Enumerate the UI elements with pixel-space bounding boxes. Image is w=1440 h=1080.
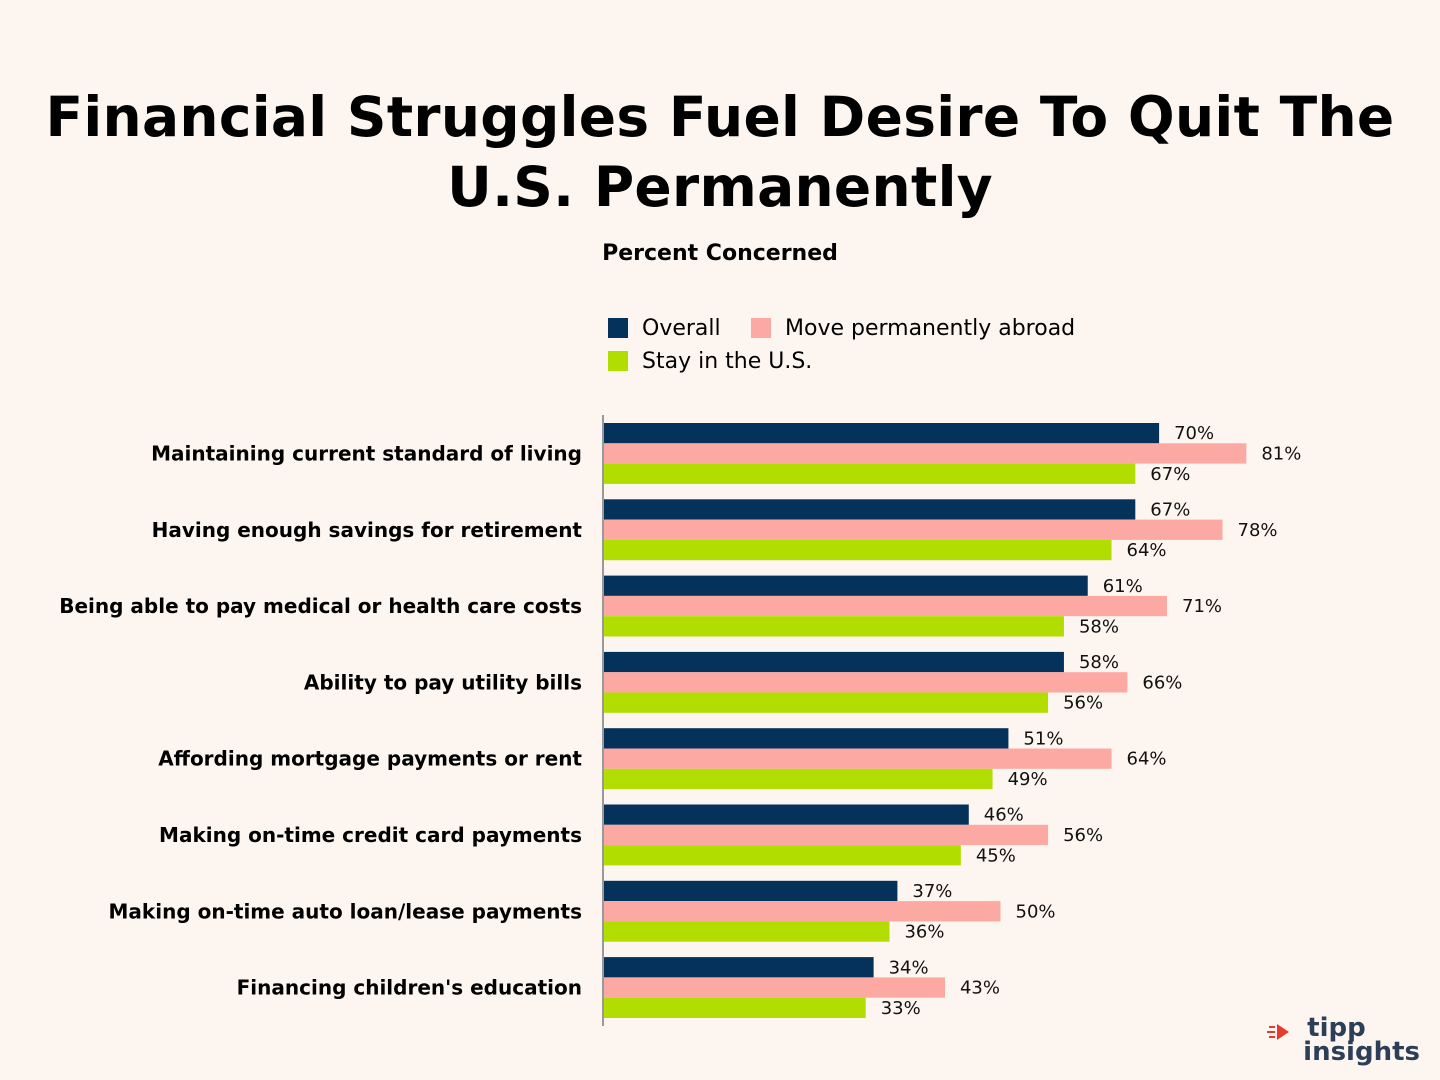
data-label-overall-making-on-time-credit-card-payments: 46% (984, 805, 1024, 826)
bar-stay-in-the-u-s-maintaining-current-standard-of-living (604, 463, 1136, 484)
data-label-stay-in-the-u-s-having-enough-savings-for-retirement: 64% (1127, 540, 1167, 561)
category-label-making-on-time-credit-card-payments: Making on-time credit card payments (159, 823, 582, 847)
bar-stay-in-the-u-s-making-on-time-auto-loan-lease-payments (604, 921, 890, 942)
data-label-move-permanently-abroad-affording-mortgage-payments-or-rent: 64% (1127, 749, 1167, 770)
bar-move-permanently-abroad-affording-mortgage-payments-or-rent (604, 748, 1112, 769)
category-label-financing-children-s-education: Financing children's education (237, 976, 582, 1000)
legend-swatch-stay (608, 351, 628, 371)
data-label-overall-being-able-to-pay-medical-or-health-care-costs: 61% (1103, 576, 1143, 597)
bar-stay-in-the-u-s-ability-to-pay-utility-bills (604, 692, 1049, 713)
data-label-overall-having-enough-savings-for-retirement: 67% (1150, 499, 1190, 520)
bar-overall-making-on-time-auto-loan-lease-payments (604, 880, 898, 902)
data-label-stay-in-the-u-s-maintaining-current-standard-of-living: 67% (1150, 464, 1190, 485)
data-label-overall-ability-to-pay-utility-bills: 58% (1079, 652, 1119, 673)
bar-overall-ability-to-pay-utility-bills (604, 651, 1064, 673)
category-label-maintaining-current-standard-of-living: Maintaining current standard of living (151, 441, 582, 465)
bar-stay-in-the-u-s-financing-children-s-education (604, 997, 866, 1018)
bar-overall-maintaining-current-standard-of-living (604, 423, 1160, 444)
data-label-stay-in-the-u-s-financing-children-s-education: 33% (881, 998, 921, 1019)
bar-overall-making-on-time-credit-card-payments (604, 804, 969, 825)
legend-label-stay: Stay in the U.S. (642, 349, 813, 374)
chart-title: Financial Struggles Fuel Desire To Quit … (0, 82, 1440, 222)
data-label-move-permanently-abroad-financing-children-s-education: 43% (960, 978, 1000, 999)
bar-overall-affording-mortgage-payments-or-rent (604, 728, 1009, 749)
data-label-stay-in-the-u-s-ability-to-pay-utility-bills: 56% (1063, 693, 1103, 714)
legend-item-stay: Stay in the U.S. (608, 349, 812, 374)
legend-label-move-abroad: Move permanently abroad (785, 316, 1076, 341)
category-label-being-able-to-pay-medical-or-health-care-costs: Being able to pay medical or health care… (59, 594, 582, 618)
category-label-having-enough-savings-for-retirement: Having enough savings for retirement (152, 518, 583, 542)
chart-title-line-1: Financial Struggles Fuel Desire To Quit … (45, 85, 1395, 149)
data-label-move-permanently-abroad-having-enough-savings-for-retirement: 78% (1238, 520, 1278, 541)
legend-item-move-abroad: Move permanently abroad (751, 316, 1075, 341)
bar-move-permanently-abroad-financing-children-s-education (604, 977, 945, 998)
data-label-stay-in-the-u-s-affording-mortgage-payments-or-rent: 49% (1008, 769, 1048, 790)
data-label-overall-maintaining-current-standard-of-living: 70% (1174, 423, 1214, 444)
bar-overall-financing-children-s-education (604, 957, 874, 978)
data-label-move-permanently-abroad-making-on-time-auto-loan-lease-payments: 50% (1016, 901, 1056, 922)
data-label-overall-financing-children-s-education: 34% (889, 957, 929, 978)
chart-subtitle: Percent Concerned (602, 241, 838, 266)
legend-item-overall: Overall (608, 316, 721, 341)
category-label-ability-to-pay-utility-bills: Ability to pay utility bills (304, 670, 582, 694)
bar-stay-in-the-u-s-affording-mortgage-payments-or-rent (604, 768, 993, 790)
bar-move-permanently-abroad-being-able-to-pay-medical-or-health-care-costs (604, 595, 1168, 617)
bar-overall-having-enough-savings-for-retirement (604, 499, 1136, 520)
data-label-move-permanently-abroad-maintaining-current-standard-of-living: 81% (1261, 443, 1301, 464)
bar-move-permanently-abroad-having-enough-savings-for-retirement (604, 519, 1223, 540)
data-label-move-permanently-abroad-being-able-to-pay-medical-or-health-care-costs: 71% (1182, 596, 1222, 617)
data-label-stay-in-the-u-s-making-on-time-credit-card-payments: 45% (976, 845, 1016, 866)
tipp-insights-logo: tipp insights (1267, 1013, 1420, 1065)
data-label-overall-affording-mortgage-payments-or-rent: 51% (1023, 728, 1063, 749)
logo-text-tipp: tipp (1307, 1013, 1366, 1043)
data-label-move-permanently-abroad-ability-to-pay-utility-bills: 66% (1142, 672, 1182, 693)
bar-move-permanently-abroad-ability-to-pay-utility-bills (604, 672, 1128, 693)
bar-stay-in-the-u-s-having-enough-savings-for-retirement (604, 539, 1112, 561)
data-label-stay-in-the-u-s-being-able-to-pay-medical-or-health-care-costs: 58% (1079, 616, 1119, 637)
logo-arrow-icon (1267, 1024, 1290, 1040)
category-label-affording-mortgage-payments-or-rent: Affording mortgage payments or rent (158, 747, 582, 771)
bar-stay-in-the-u-s-being-able-to-pay-medical-or-health-care-costs (604, 616, 1064, 637)
category-label-making-on-time-auto-loan-lease-payments: Making on-time auto loan/lease payments (109, 899, 582, 923)
data-label-stay-in-the-u-s-making-on-time-auto-loan-lease-payments: 36% (904, 922, 944, 943)
bar-move-permanently-abroad-making-on-time-credit-card-payments (604, 824, 1049, 846)
data-label-overall-making-on-time-auto-loan-lease-payments: 37% (912, 881, 952, 902)
legend-swatch-overall (608, 318, 628, 338)
bar-move-permanently-abroad-maintaining-current-standard-of-living (604, 443, 1247, 464)
data-label-move-permanently-abroad-making-on-time-credit-card-payments: 56% (1063, 825, 1103, 846)
legend-label-overall: Overall (642, 316, 721, 341)
logo-text-insights: insights (1303, 1037, 1420, 1067)
bar-move-permanently-abroad-making-on-time-auto-loan-lease-payments (604, 901, 1001, 922)
bar-overall-being-able-to-pay-medical-or-health-care-costs (604, 575, 1088, 596)
legend-swatch-move-abroad (751, 318, 771, 338)
chart-title-line-2: U.S. Permanently (447, 155, 993, 219)
bar-stay-in-the-u-s-making-on-time-credit-card-payments (604, 845, 961, 866)
